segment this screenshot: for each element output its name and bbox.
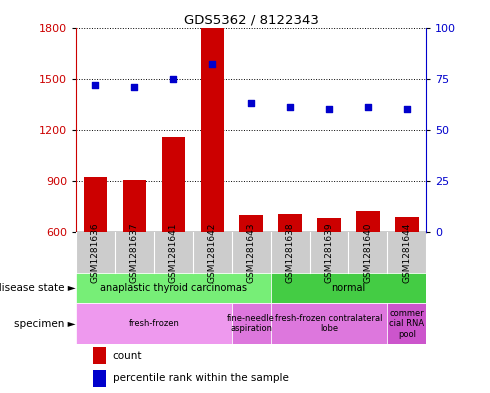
- Bar: [76, 303, 232, 344]
- Text: GSM1281642: GSM1281642: [208, 222, 217, 283]
- Text: fine-needle
aspiration: fine-needle aspiration: [227, 314, 275, 333]
- Text: GSM1281637: GSM1281637: [130, 222, 139, 283]
- Bar: [162, 137, 185, 334]
- Point: [286, 104, 294, 110]
- Text: GSM1281639: GSM1281639: [324, 222, 334, 283]
- Text: specimen ►: specimen ►: [14, 319, 76, 329]
- Bar: [94, 370, 106, 387]
- Bar: [278, 214, 302, 334]
- Text: GSM1281643: GSM1281643: [246, 222, 256, 283]
- Text: fresh-frozen contralateral
lobe: fresh-frozen contralateral lobe: [275, 314, 383, 333]
- Bar: [318, 218, 341, 334]
- Point: [170, 75, 177, 82]
- Bar: [270, 273, 426, 303]
- Text: GSM1281641: GSM1281641: [169, 222, 178, 283]
- Bar: [122, 180, 146, 334]
- Text: count: count: [113, 351, 142, 361]
- Text: disease state ►: disease state ►: [0, 283, 76, 293]
- Bar: [388, 303, 426, 344]
- Text: fresh-frozen: fresh-frozen: [128, 319, 179, 328]
- Bar: [76, 273, 270, 303]
- Text: GSM1281638: GSM1281638: [286, 222, 294, 283]
- Bar: [94, 347, 106, 364]
- Text: GSM1281644: GSM1281644: [402, 222, 411, 283]
- Text: commer
cial RNA
pool: commer cial RNA pool: [389, 309, 424, 339]
- Bar: [270, 303, 388, 344]
- Bar: [395, 217, 418, 334]
- Title: GDS5362 / 8122343: GDS5362 / 8122343: [184, 13, 318, 26]
- Bar: [76, 232, 426, 273]
- Text: anaplastic thyroid carcinomas: anaplastic thyroid carcinomas: [100, 283, 247, 293]
- Point: [325, 106, 333, 112]
- Bar: [232, 303, 270, 344]
- Text: GSM1281640: GSM1281640: [364, 222, 372, 283]
- Text: normal: normal: [331, 283, 366, 293]
- Text: GSM1281636: GSM1281636: [91, 222, 100, 283]
- Bar: [356, 211, 380, 334]
- Point: [130, 84, 138, 90]
- Point: [208, 61, 216, 68]
- Bar: [84, 177, 107, 334]
- Point: [247, 100, 255, 106]
- Point: [92, 82, 99, 88]
- Bar: [200, 28, 224, 334]
- Bar: [240, 215, 263, 334]
- Point: [364, 104, 372, 110]
- Point: [403, 106, 411, 112]
- Text: percentile rank within the sample: percentile rank within the sample: [113, 373, 289, 383]
